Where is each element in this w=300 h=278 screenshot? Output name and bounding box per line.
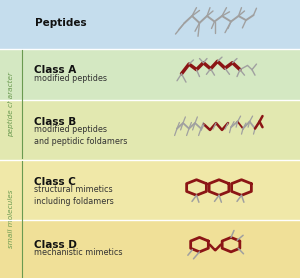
Text: small molecules: small molecules bbox=[8, 190, 14, 248]
Text: modified peptides: modified peptides bbox=[34, 74, 107, 83]
Bar bbox=[0, 160, 300, 220]
Text: Class D: Class D bbox=[34, 240, 77, 250]
Text: Class C: Class C bbox=[34, 177, 76, 187]
Text: peptide character: peptide character bbox=[8, 72, 14, 137]
Bar bbox=[0, 49, 300, 100]
Text: Class A: Class A bbox=[34, 65, 77, 75]
Text: modified peptides
and peptidic foldamers: modified peptides and peptidic foldamers bbox=[34, 125, 128, 146]
Text: structural mimetics
including foldamers: structural mimetics including foldamers bbox=[34, 185, 114, 205]
Bar bbox=[0, 0, 300, 49]
Bar bbox=[0, 100, 300, 160]
Text: Peptides: Peptides bbox=[34, 18, 86, 28]
Bar bbox=[0, 220, 300, 278]
Text: mechanistic mimetics: mechanistic mimetics bbox=[34, 249, 123, 257]
Text: Class B: Class B bbox=[34, 117, 77, 127]
